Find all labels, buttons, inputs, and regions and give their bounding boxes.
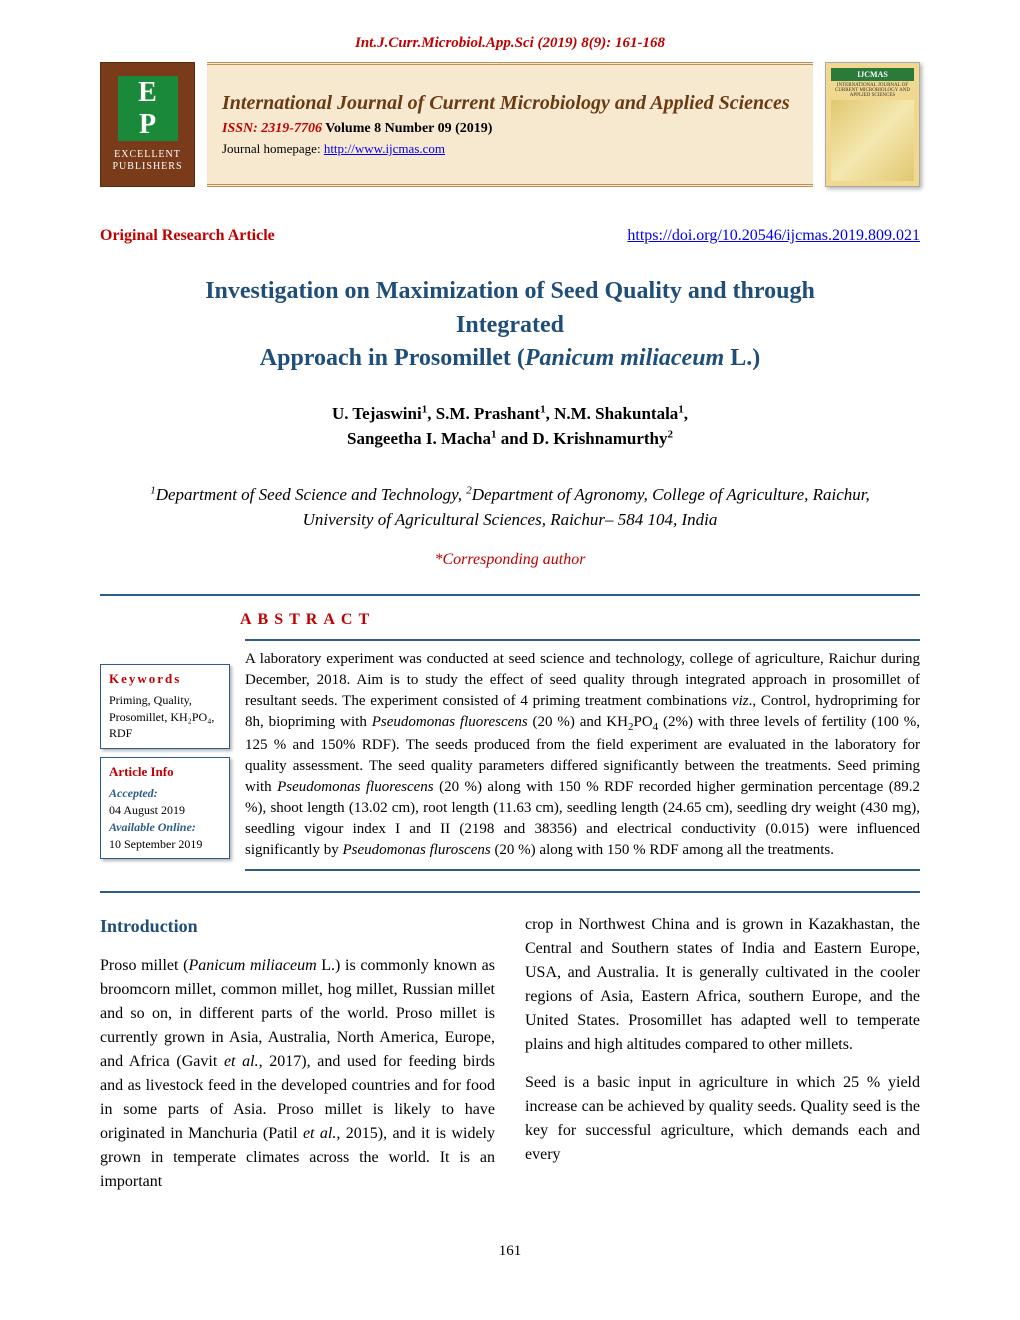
homepage-link[interactable]: http://www.ijcmas.com [324,141,445,156]
author-5: and D. Krishnamurthy [497,429,668,448]
doi-link[interactable]: https://doi.org/10.20546/ijcmas.2019.809… [627,227,920,245]
abstract-viz: viz [732,693,749,709]
article-info-header: Article Info [109,764,221,780]
intro-etal-1: et al., [224,1053,263,1070]
article-type-row: Original Research Article https://doi.or… [100,227,920,245]
column-right: crop in Northwest China and is grown in … [525,913,920,1208]
sidebar-boxes: Keywords Priming, Quality, Prosomillet, … [100,664,230,871]
ep-initial-bottom: P [139,109,156,141]
col2-p2: Seed is a basic input in agriculture in … [525,1071,920,1167]
intro-p1-pre: Proso millet ( [100,957,188,974]
publisher-name-1: EXCELLENT [114,149,181,160]
issn-line: ISSN: 2319-7706 Volume 8 Number 09 (2019… [222,121,798,137]
corresponding-author: *Corresponding author [100,551,920,569]
abstract-text: A laboratory experiment was conducted at… [245,639,920,871]
journal-bar: International Journal of Current Microbi… [207,62,813,187]
volume-info: Volume 8 Number 09 (2019) [322,121,492,136]
intro-species: Panicum miliaceum [188,957,316,974]
article-type: Original Research Article [100,227,275,245]
available-label: Available Online: [109,820,196,834]
authors: U. Tejaswini1, S.M. Prashant1, N.M. Shak… [100,401,920,452]
column-left: Introduction Proso millet (Panicum milia… [100,913,495,1208]
abstract-pf: Pseudomonas fluorescens [372,714,528,730]
author-4: Sangeetha I. Macha [347,429,491,448]
title-species: Panicum miliaceum [525,345,724,371]
keywords-header: Keywords [109,671,221,687]
dna-graphic [831,100,914,181]
title-line1: Investigation on Maximization of Seed Qu… [205,278,815,338]
article-info-box: Article Info Accepted: 04 August 2019 Av… [100,757,230,859]
introduction-header: Introduction [100,913,495,940]
article-title: Investigation on Maximization of Seed Qu… [160,275,860,376]
col2-p1: crop in Northwest China and is grown in … [525,913,920,1057]
abstract-label: ABSTRACT [240,611,920,629]
author-3: , N.M. Shakuntala [546,404,679,423]
publisher-name-2: PUBLISHERS [112,161,182,172]
abstract-row: Keywords Priming, Quality, Prosomillet, … [100,639,920,871]
title-line2-post: L.) [724,345,760,371]
homepage-label: Journal homepage: [222,141,324,156]
keywords-text: Priming, Quality, Prosomillet, KH₂PO₄, R… [109,692,221,742]
accepted-date: 04 August 2019 [109,803,185,817]
ijcmas-badge: IJCMAS INTERNATIONAL JOURNAL OF CURRENT … [825,62,920,187]
journal-name: International Journal of Current Microbi… [222,92,798,115]
accepted-label: Accepted: [109,786,158,800]
keywords-box: Keywords Priming, Quality, Prosomillet, … [100,664,230,749]
issn-label: ISSN: 2319-7706 [222,121,322,136]
header-row: E P EXCELLENT PUBLISHERS International J… [100,62,920,187]
abstract-pf-2: Pseudomonas fluorescens [277,779,434,795]
body-columns: Introduction Proso millet (Panicum milia… [100,913,920,1208]
intro-paragraph: Proso millet (Panicum miliaceum L.) is c… [100,954,495,1194]
author-2: , S.M. Prashant [427,404,540,423]
page-number: 161 [100,1243,920,1260]
affiliation: 1Department of Seed Science and Technolo… [130,482,890,533]
abstract-p3: (20 %) and KH [528,714,628,730]
homepage-line: Journal homepage: http://www.ijcmas.com [222,141,798,157]
title-line2-pre: Approach in Prosomillet ( [260,345,525,371]
abstract-p7: (20 %) along with 150 % RDF among all th… [491,842,834,858]
abstract-pf-3: Pseudomonas fluroscens [343,842,491,858]
ep-initial-top: E [138,77,157,109]
affiliation-1: Department of Seed Science and Technolog… [156,485,467,504]
available-date: 10 September 2019 [109,837,202,851]
ijcmas-title: IJCMAS [831,68,914,81]
divider-top [100,594,920,596]
top-citation: Int.J.Curr.Microbiol.App.Sci (2019) 8(9)… [100,35,920,52]
author-1: U. Tejaswini [332,404,422,423]
divider-bottom [100,891,920,893]
intro-etal-2: et al., [303,1125,340,1142]
ijcmas-subtitle: INTERNATIONAL JOURNAL OF CURRENT MICROBI… [831,83,914,98]
abstract-p4: PO [633,714,652,730]
publisher-logo: E P EXCELLENT PUBLISHERS [100,62,195,187]
